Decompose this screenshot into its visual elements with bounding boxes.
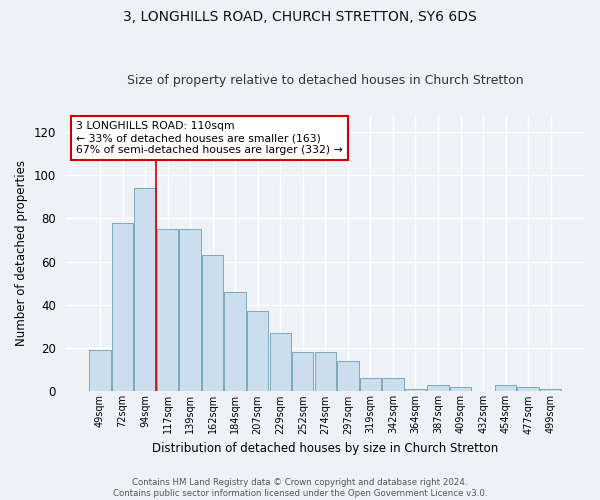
Bar — [427, 385, 449, 392]
Text: Contains HM Land Registry data © Crown copyright and database right 2024.
Contai: Contains HM Land Registry data © Crown c… — [113, 478, 487, 498]
Bar — [224, 292, 246, 392]
Bar — [157, 229, 178, 392]
Bar — [540, 389, 562, 392]
Bar — [89, 350, 110, 392]
Bar — [337, 361, 359, 392]
Bar — [517, 387, 539, 392]
Y-axis label: Number of detached properties: Number of detached properties — [15, 160, 28, 346]
Text: 3 LONGHILLS ROAD: 110sqm
← 33% of detached houses are smaller (163)
67% of semi-: 3 LONGHILLS ROAD: 110sqm ← 33% of detach… — [76, 122, 343, 154]
Bar — [269, 333, 291, 392]
Bar — [359, 378, 381, 392]
Bar — [202, 255, 223, 392]
Title: Size of property relative to detached houses in Church Stretton: Size of property relative to detached ho… — [127, 74, 524, 87]
Bar — [134, 188, 156, 392]
X-axis label: Distribution of detached houses by size in Church Stretton: Distribution of detached houses by size … — [152, 442, 499, 455]
Bar — [382, 378, 404, 392]
Bar — [405, 389, 426, 392]
Text: 3, LONGHILLS ROAD, CHURCH STRETTON, SY6 6DS: 3, LONGHILLS ROAD, CHURCH STRETTON, SY6 … — [123, 10, 477, 24]
Bar — [450, 387, 471, 392]
Bar — [179, 229, 201, 392]
Bar — [292, 352, 313, 392]
Bar — [314, 352, 336, 392]
Bar — [495, 385, 517, 392]
Bar — [247, 312, 268, 392]
Bar — [112, 222, 133, 392]
